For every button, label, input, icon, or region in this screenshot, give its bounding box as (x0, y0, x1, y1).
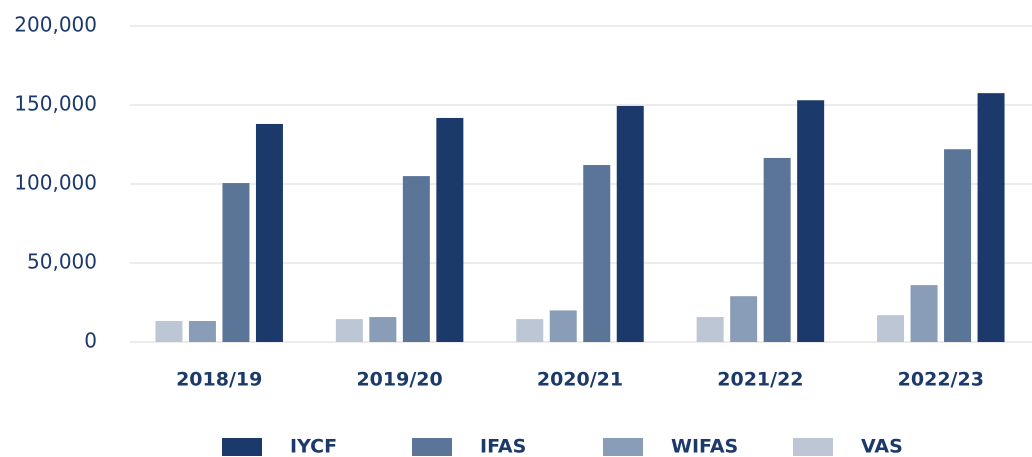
bar (222, 183, 250, 342)
bar (616, 105, 644, 342)
bar (877, 315, 905, 342)
bar (335, 319, 363, 342)
legend-swatch (222, 438, 262, 456)
bar (188, 320, 216, 342)
x-tick-label: 2018/19 (176, 369, 262, 391)
y-tick-label: 0 (84, 329, 97, 353)
legend-label: VAS (861, 436, 903, 457)
bar (944, 149, 972, 342)
bar (696, 317, 724, 342)
bar (369, 317, 397, 342)
x-tick-label: 2020/21 (537, 369, 623, 391)
x-tick-label: 2022/23 (898, 369, 984, 391)
bar (910, 285, 938, 342)
legend-swatch (793, 438, 833, 456)
bar (797, 100, 825, 342)
bar (436, 117, 464, 343)
y-tick-label: 100,000 (14, 171, 97, 195)
bar (549, 310, 577, 342)
x-tick-label: 2019/20 (356, 369, 442, 391)
bar (977, 93, 1005, 343)
legend-label: IYCF (290, 436, 337, 457)
legend-label: WIFAS (671, 436, 738, 457)
y-tick-label: 200,000 (14, 13, 97, 37)
bar (155, 320, 183, 342)
bar (583, 165, 611, 342)
bar (516, 319, 544, 342)
bar (402, 176, 430, 342)
legend-label: IFAS (480, 436, 526, 457)
legend-swatch (412, 438, 452, 456)
y-tick-label: 150,000 (14, 92, 97, 116)
bar (730, 296, 758, 342)
bar (763, 157, 791, 342)
y-tick-label: 50,000 (27, 250, 97, 274)
bar (255, 123, 283, 343)
legend-swatch (603, 438, 643, 456)
x-tick-label: 2021/22 (717, 369, 803, 391)
